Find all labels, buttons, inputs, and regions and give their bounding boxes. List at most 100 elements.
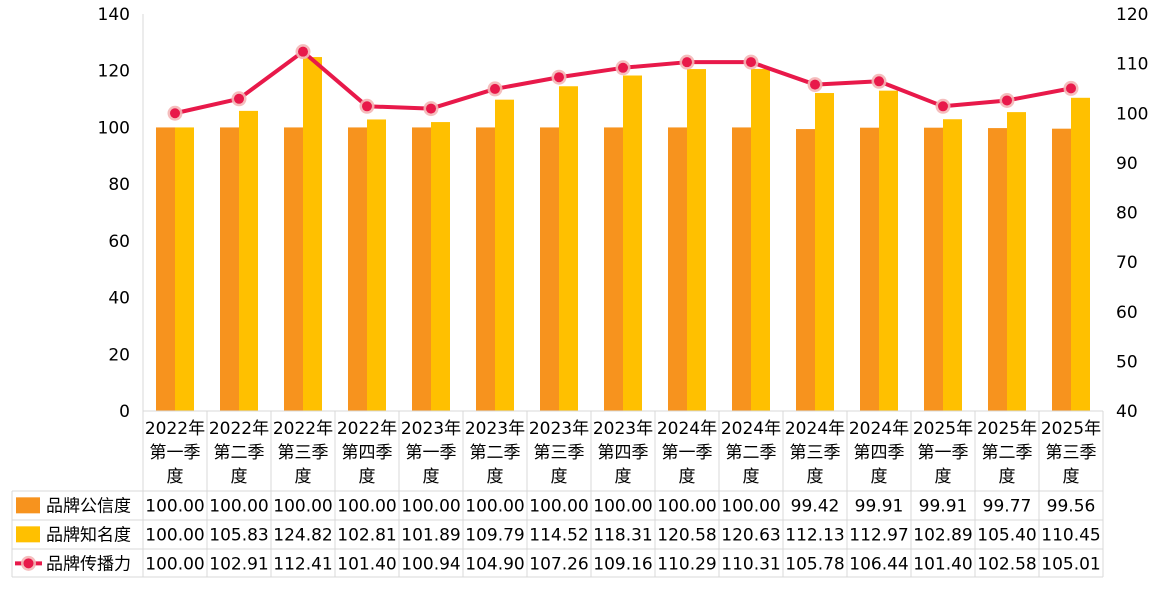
legend-label: 品牌传播力 — [46, 554, 131, 574]
bar-awareness — [367, 119, 386, 412]
category-label: 第三季 — [790, 443, 841, 463]
category-label: 第三季 — [278, 443, 329, 463]
bar-awareness — [431, 122, 450, 412]
bar-awareness — [239, 110, 258, 411]
bar-credibility — [796, 129, 815, 411]
data-table-value: 124.82 — [273, 525, 332, 545]
right-axis-tick-label: 40 — [1116, 402, 1138, 422]
bar-awareness — [1071, 97, 1090, 412]
data-table-value: 118.31 — [593, 525, 652, 545]
category-label: 第三季 — [1046, 443, 1097, 463]
bar-credibility — [732, 127, 751, 411]
line-point — [490, 83, 500, 94]
line-point — [234, 93, 244, 104]
data-table-value: 110.29 — [657, 554, 716, 574]
left-axis-tick-label: 100 — [98, 118, 130, 138]
data-table-value: 100.00 — [593, 496, 652, 516]
data-table-value: 102.89 — [913, 525, 972, 545]
bar-credibility — [540, 127, 559, 411]
category-label: 2023年 — [593, 419, 653, 439]
left-axis-tick-label: 40 — [108, 289, 130, 309]
category-label: 第四季 — [342, 443, 393, 463]
bar-credibility — [1052, 128, 1071, 412]
bar-credibility — [284, 127, 303, 411]
category-label: 2023年 — [401, 419, 461, 439]
bar-credibility — [988, 128, 1007, 411]
bar-awareness — [495, 99, 514, 411]
category-label: 度 — [935, 467, 952, 487]
data-table-value: 99.56 — [1047, 496, 1096, 516]
right-axis-tick-label: 60 — [1116, 303, 1138, 323]
line-point — [1002, 95, 1012, 106]
category-label: 2025年 — [977, 419, 1037, 439]
data-table-value: 99.91 — [855, 496, 904, 516]
data-table-value: 109.16 — [593, 554, 652, 574]
right-axis-tick-label: 80 — [1116, 204, 1138, 224]
bar-credibility — [860, 127, 879, 412]
category-label: 2022年 — [209, 419, 269, 439]
category-label: 度 — [167, 467, 184, 487]
left-axis-tick-label: 20 — [108, 345, 130, 365]
legend-swatch — [16, 526, 40, 543]
bar-credibility — [220, 127, 239, 411]
data-table-value: 104.90 — [465, 554, 524, 574]
left-axis-tick-label: 140 — [98, 5, 130, 25]
category-label: 度 — [807, 467, 824, 487]
left-axis-tick-label: 0 — [119, 402, 130, 422]
data-table-value: 100.00 — [337, 496, 396, 516]
right-axis-tick-label: 50 — [1116, 352, 1138, 372]
data-table-value: 100.00 — [657, 496, 716, 516]
category-label: 第一季 — [150, 443, 201, 463]
data-table-value: 100.00 — [529, 496, 588, 516]
line-point — [362, 101, 372, 112]
category-label: 第二季 — [214, 443, 265, 463]
category-label: 度 — [615, 467, 632, 487]
category-label: 2022年 — [273, 419, 333, 439]
left-axis-tick-label: 60 — [108, 232, 130, 252]
data-table-value: 99.77 — [983, 496, 1032, 516]
category-label: 第二季 — [470, 443, 521, 463]
data-table-value: 120.63 — [721, 525, 780, 545]
bar-awareness — [751, 68, 770, 411]
data-table-value: 107.26 — [529, 554, 588, 574]
category-label: 第四季 — [598, 443, 649, 463]
category-label: 度 — [551, 467, 568, 487]
line-point — [810, 79, 820, 90]
right-axis-tick-label: 100 — [1116, 104, 1148, 124]
category-label: 2022年 — [145, 419, 205, 439]
category-label: 第三季 — [534, 443, 585, 463]
data-table-value: 112.97 — [849, 525, 908, 545]
data-table-value: 110.45 — [1041, 525, 1100, 545]
data-table-value: 100.00 — [145, 496, 204, 516]
legend-label: 品牌公信度 — [46, 496, 131, 516]
category-label: 第一季 — [406, 443, 457, 463]
right-axis-tick-label: 70 — [1116, 253, 1138, 273]
category-label: 第四季 — [854, 443, 905, 463]
data-table-value: 112.41 — [273, 554, 332, 574]
bar-awareness — [879, 90, 898, 412]
bar-awareness — [303, 57, 322, 411]
legend-marker — [23, 558, 34, 569]
left-axis-tick-label: 80 — [108, 175, 130, 195]
data-table-value: 120.58 — [657, 525, 716, 545]
data-table-value: 105.40 — [977, 525, 1036, 545]
category-label: 2025年 — [913, 419, 973, 439]
bar-awareness — [623, 75, 642, 411]
category-label: 度 — [359, 467, 376, 487]
bar-credibility — [476, 127, 495, 411]
data-table-value: 100.00 — [273, 496, 332, 516]
category-label: 2024年 — [849, 419, 909, 439]
category-label: 2023年 — [465, 419, 525, 439]
data-table-value: 100.00 — [465, 496, 524, 516]
category-label: 度 — [295, 467, 312, 487]
bar-credibility — [348, 127, 367, 411]
bar-awareness — [815, 93, 834, 411]
data-table-value: 102.58 — [977, 554, 1036, 574]
right-axis-tick-label: 120 — [1116, 5, 1148, 25]
data-table-value: 101.40 — [913, 554, 972, 574]
category-label: 度 — [743, 467, 760, 487]
data-table-value: 99.91 — [919, 496, 968, 516]
data-table-value: 105.83 — [209, 525, 268, 545]
data-table-value: 106.44 — [849, 554, 908, 574]
